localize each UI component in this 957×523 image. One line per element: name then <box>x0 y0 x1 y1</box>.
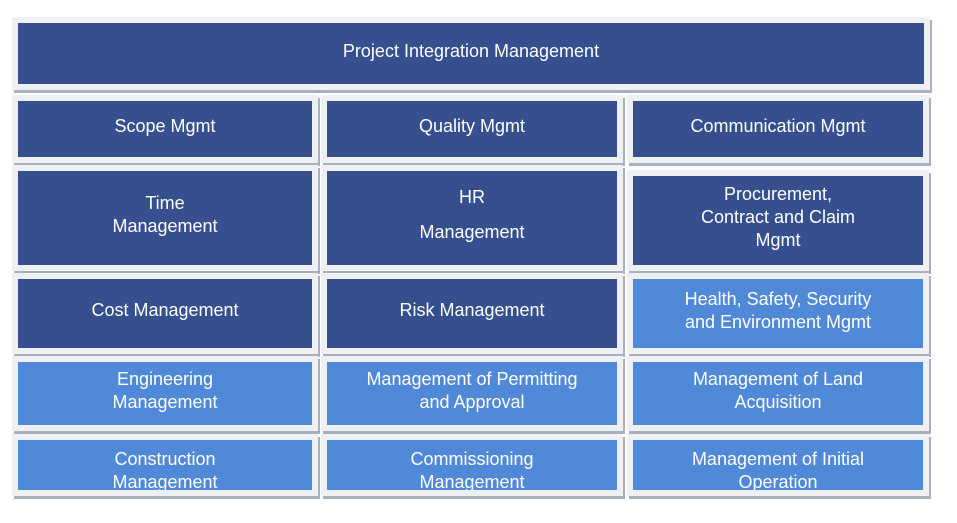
cell-box: Management of Land Acquisition <box>633 362 923 425</box>
cell-label-line: Contract and Claim <box>700 207 856 227</box>
cell-label-line: Management <box>419 222 525 242</box>
cell-box: Cost Management <box>18 279 312 348</box>
cell-box: Risk Management <box>327 279 617 348</box>
cell-frame: Health, Safety, Security and Environment … <box>627 273 929 354</box>
cell-label-line: and Environment Mgmt <box>684 311 872 332</box>
cell-label-line: Management <box>112 216 218 236</box>
cell-label-line: Health, Safety, Security <box>684 288 872 309</box>
top-frame: Project Integration Management <box>12 17 930 90</box>
cell-frame: Engineering Management <box>12 356 318 431</box>
cell-frame: Cost Management <box>12 273 318 354</box>
cell-frame: Commissioning Management <box>321 434 623 496</box>
cell-frame: Procurement, Contract and Claim Mgmt <box>627 170 929 271</box>
cell-label-line: Quality Mgmt <box>418 115 526 136</box>
cell-box: Management of Initial Operation <box>633 440 923 490</box>
cell-frame: Scope Mgmt <box>12 95 318 163</box>
cell-frame: Management of Permitting and Approval <box>321 356 623 431</box>
cell-box: Management of Permitting and Approval <box>327 362 617 425</box>
cell-label-line: Acquisition <box>734 391 822 412</box>
cell-label-line: Procurement, <box>723 184 833 204</box>
cell-label-line: Scope Mgmt <box>114 115 216 136</box>
cell-box: Scope Mgmt <box>18 101 312 157</box>
cell-label-line: Communication Mgmt <box>690 115 866 136</box>
cell-label-line: Cost Management <box>91 300 239 320</box>
cell-box: Construction Management <box>18 440 312 490</box>
cell-label-line: Construction <box>114 449 216 469</box>
cell-label-line: Management of Initial <box>691 449 865 469</box>
cell-label-line: Management of Land <box>692 368 864 389</box>
cell-box: Quality Mgmt <box>327 101 617 157</box>
cell-box: Time Management <box>18 171 312 265</box>
cell-frame: Time Management <box>12 165 318 271</box>
cell-label-line: Management <box>112 391 218 412</box>
cell-label-line: Time <box>145 193 185 213</box>
cell-frame: Management of Land Acquisition <box>627 356 929 431</box>
cell-frame: Management of Initial Operation <box>627 434 929 496</box>
cell-label-line: Management <box>112 472 218 490</box>
cell-label-line: and Approval <box>419 391 525 412</box>
cell-label-line: Management <box>419 472 525 490</box>
cell-box: Health, Safety, Security and Environment … <box>633 279 923 348</box>
cell-box: Procurement, Contract and Claim Mgmt <box>633 176 923 265</box>
cell-label-line: HR <box>459 187 485 207</box>
cell-frame: Communication Mgmt <box>627 95 929 163</box>
box-label: Project Integration Management <box>342 41 600 61</box>
cell-label-line: Operation <box>738 472 818 490</box>
cell-box: Commissioning Management <box>327 440 617 490</box>
cell-label-line: Commissioning <box>410 449 534 469</box>
project-integration-management-box: Project Integration Management <box>18 23 924 84</box>
cell-label-line: Risk Management <box>399 300 545 320</box>
cell-label-line: Mgmt <box>755 230 801 250</box>
cell-label-line: Management of Permitting <box>366 368 578 389</box>
cell-box: HR Management <box>327 171 617 265</box>
cell-frame: HR Management <box>321 165 623 271</box>
cell-frame: Quality Mgmt <box>321 95 623 163</box>
cell-box: Communication Mgmt <box>633 101 923 157</box>
cell-frame: Construction Management <box>12 434 318 496</box>
cell-box: Engineering Management <box>18 362 312 425</box>
cell-label-line: Engineering <box>116 368 214 389</box>
cell-frame: Risk Management <box>321 273 623 354</box>
